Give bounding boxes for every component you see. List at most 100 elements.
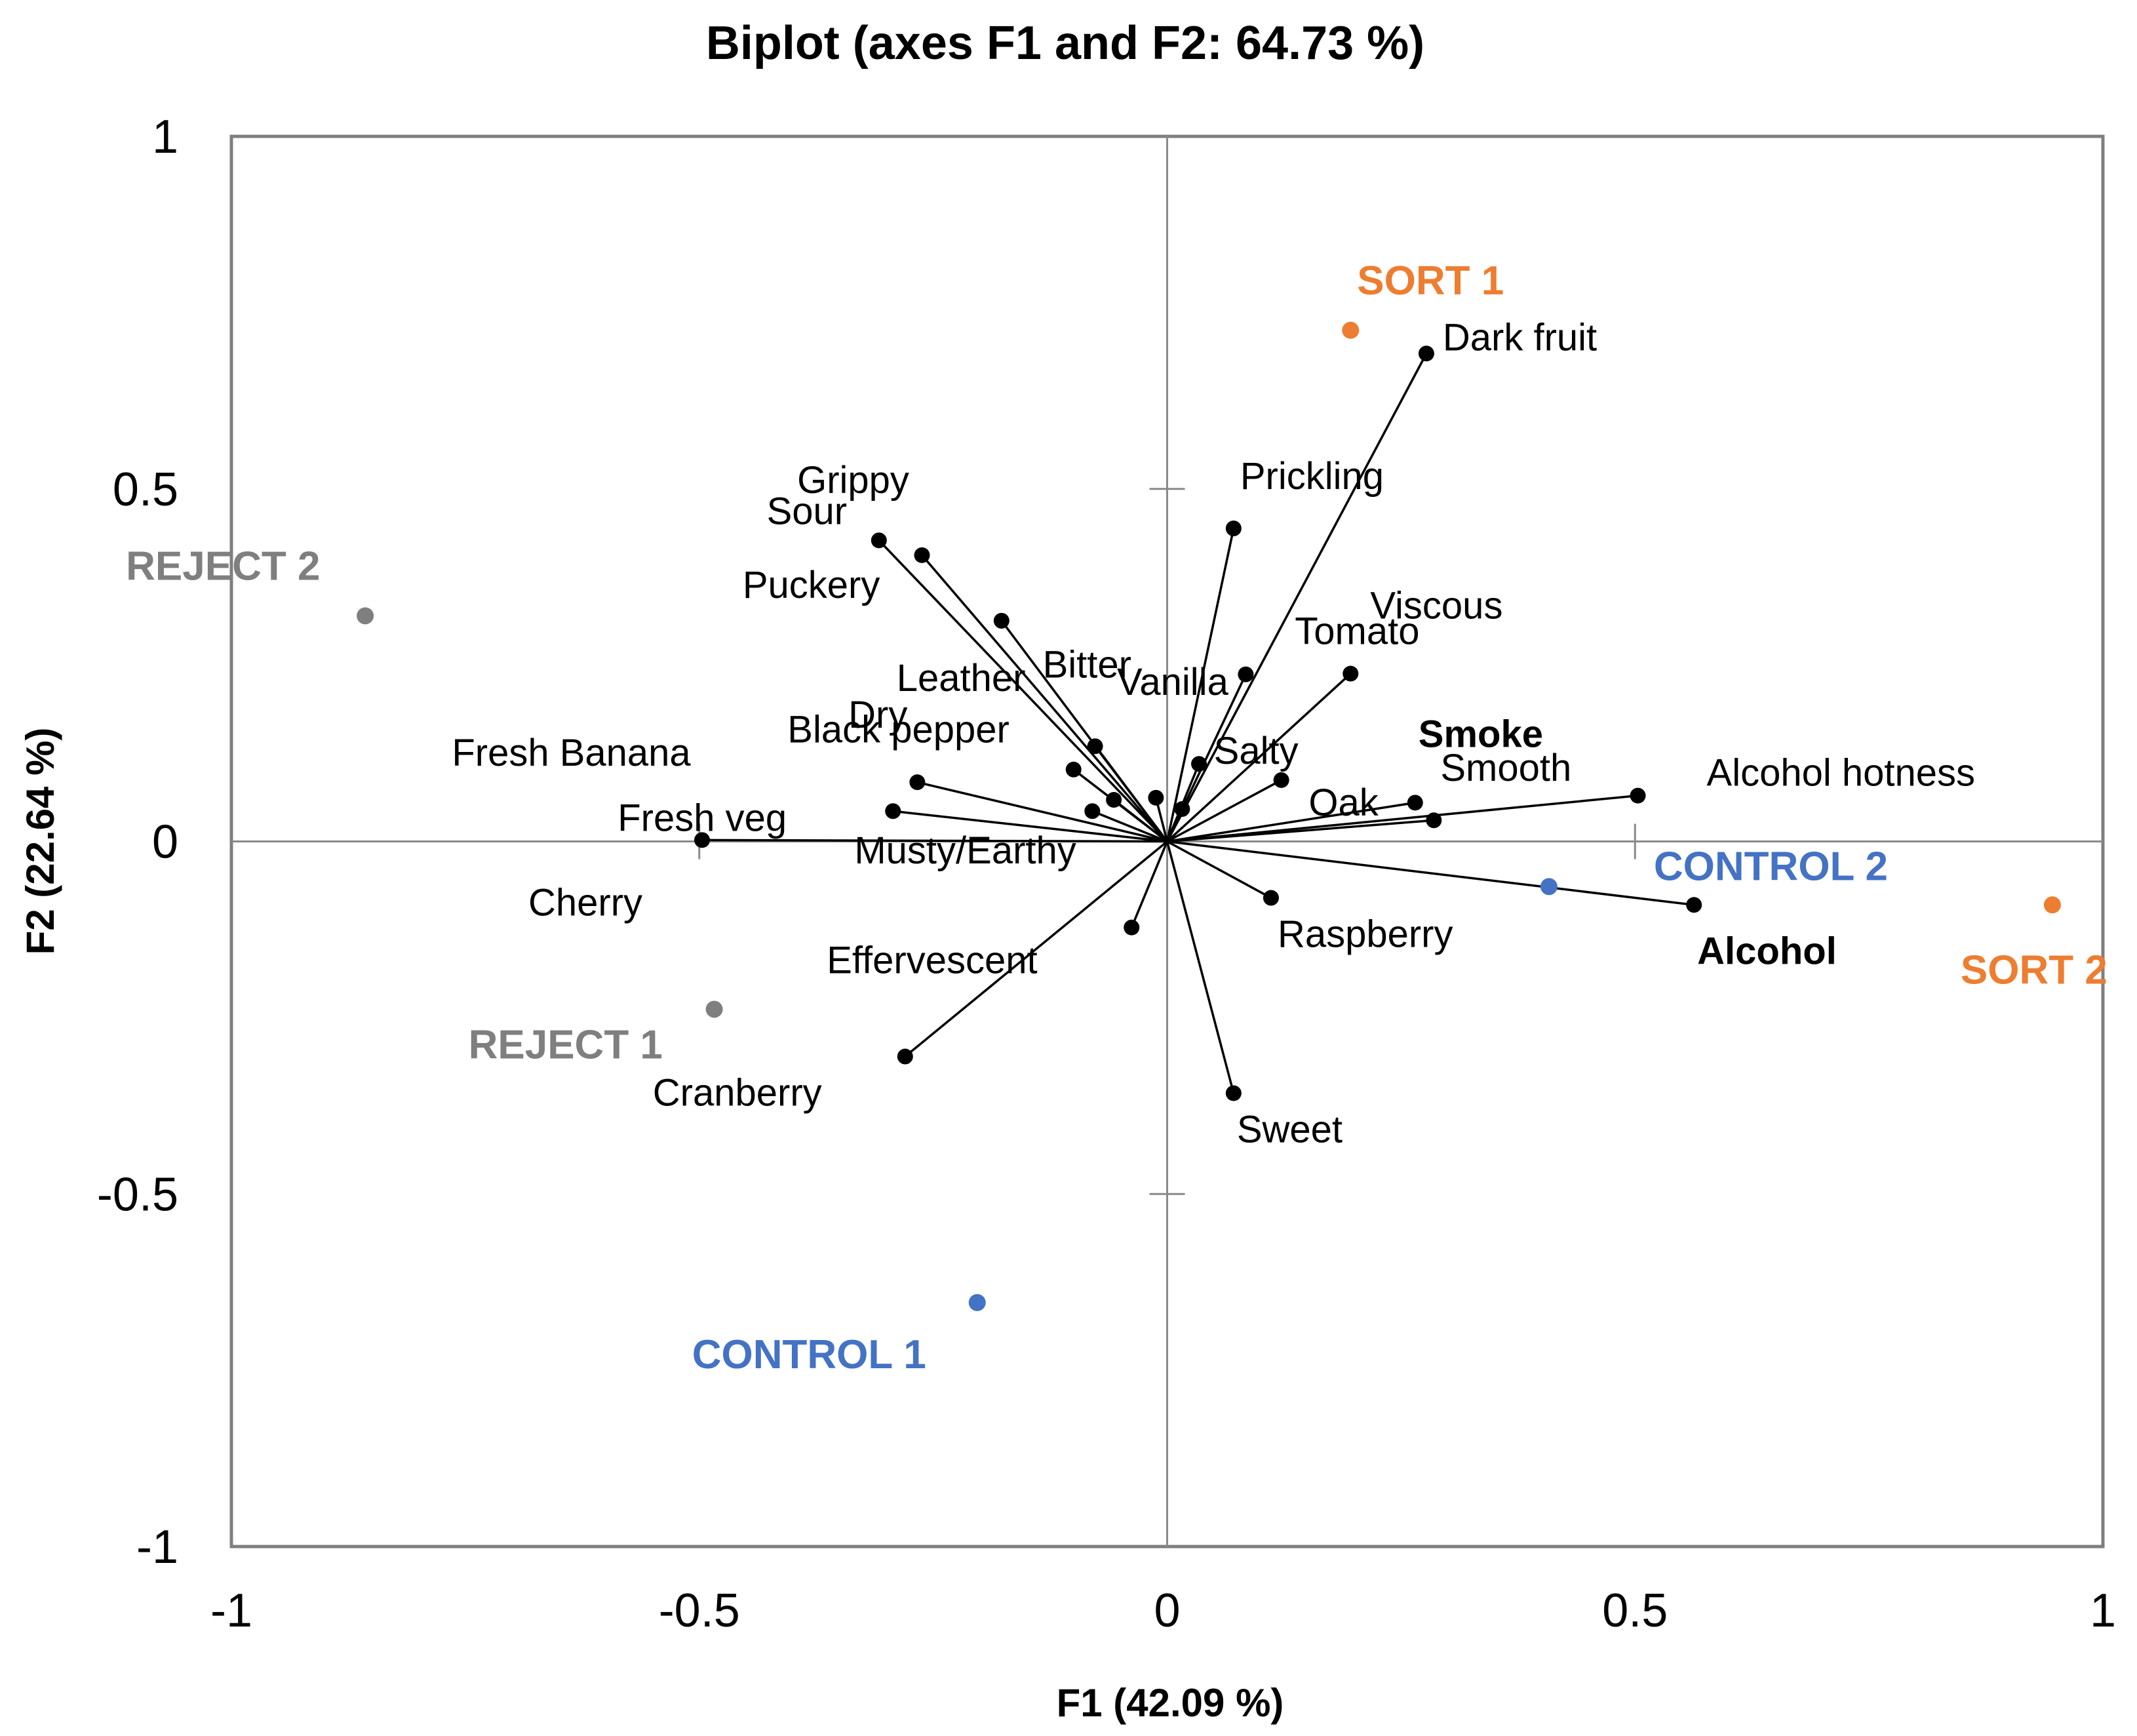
- y-axis-ticks: -1 -0.5 0 0.5 1: [97, 111, 1185, 1573]
- chart-title: Biplot (axes F1 and F2: 64.73 %): [706, 17, 1424, 69]
- variable-vector: [1166, 528, 1235, 842]
- y-tick-label: 0: [152, 816, 178, 869]
- variable-point: [1263, 890, 1279, 906]
- variable-label: Raspberry: [1278, 913, 1453, 956]
- variable-point: [1191, 756, 1207, 772]
- variable-vector: [916, 781, 1167, 843]
- observation-point: [357, 607, 374, 625]
- variable-vector: [1166, 840, 1272, 899]
- variable-label: Dry: [848, 694, 907, 736]
- y-tick-label: 0.5: [113, 464, 178, 516]
- observation-label: SORT 2: [1961, 947, 2108, 993]
- variable-vector: [904, 840, 1168, 1057]
- variable-point: [1084, 803, 1101, 819]
- variable-label: Leather: [897, 657, 1026, 700]
- variable-vector: [1166, 673, 1352, 842]
- observation-label: CONTROL 2: [1654, 844, 1888, 889]
- variable-vector: [1166, 841, 1235, 1094]
- variable-point: [1106, 792, 1122, 808]
- variable-point: [1343, 665, 1359, 682]
- y-tick-label: 1: [152, 111, 178, 163]
- variable-point: [897, 1048, 913, 1065]
- variable-point: [909, 774, 926, 791]
- variable-label: Dark fruit: [1443, 316, 1597, 359]
- variable-point: [885, 803, 901, 819]
- variable-label: Sour: [767, 490, 848, 532]
- variable-point: [1225, 1085, 1242, 1101]
- variable-vector: [1167, 801, 1416, 843]
- observation-point: [2043, 896, 2061, 914]
- y-tick-label: -1: [136, 1521, 178, 1573]
- variable-label: Prickling: [1240, 455, 1384, 498]
- variable-label: Cherry: [528, 881, 642, 924]
- observation-point: [705, 1000, 723, 1018]
- variable-label: Vanilla: [1117, 661, 1229, 703]
- variable-label: Black pepper: [787, 708, 1010, 751]
- variable-label: Fresh Banana: [452, 732, 691, 774]
- variable-label: Effervescent: [827, 939, 1037, 982]
- variable-vector: [1167, 840, 1695, 907]
- variable-point: [1273, 772, 1289, 788]
- observation-label: REJECT 1: [469, 1022, 663, 1067]
- variable-label: Sweet: [1237, 1108, 1343, 1151]
- observation-points: [357, 321, 2061, 1311]
- variable-point: [1238, 666, 1254, 682]
- variable-point: [1426, 812, 1442, 829]
- variable-label: Tomato: [1295, 610, 1419, 653]
- variable-point: [1124, 919, 1140, 936]
- variable-point: [993, 612, 1010, 629]
- variable-point: [1418, 345, 1434, 362]
- variable-point: [1407, 795, 1423, 811]
- variable-vector: [1091, 810, 1168, 843]
- variable-point: [871, 532, 887, 549]
- variable-vector: [893, 810, 1167, 843]
- variable-point: [1225, 520, 1242, 536]
- variable-point: [1148, 789, 1164, 806]
- variable-point: [1065, 761, 1082, 778]
- x-axis-ticks: -1 -0.5 0 0.5 1: [210, 823, 2116, 1637]
- observation-labels: SORT 1 SORT 2 REJECT 2 REJECT 1 CONTROL 2 CON…: [126, 258, 2108, 1377]
- variable-point: [1087, 738, 1103, 755]
- variable-point: [914, 547, 930, 563]
- variable-label: Oak: [1308, 781, 1379, 824]
- variable-label: Alcohol hotness: [1707, 752, 1975, 795]
- variable-vector: [1166, 353, 1428, 842]
- variable-point: [694, 832, 711, 848]
- variable-label: Fresh veg: [618, 797, 787, 839]
- variable-label: Salty: [1214, 730, 1299, 772]
- variable-label: Cranberry: [653, 1072, 822, 1115]
- observation-point: [968, 1293, 986, 1311]
- x-tick-label: 0.5: [1602, 1585, 1668, 1637]
- variable-point: [1174, 801, 1190, 818]
- variable-label: Smoke: [1419, 713, 1543, 755]
- variable-points: [694, 345, 1702, 1101]
- x-axis-title: F1 (42.09 %): [1057, 1681, 1284, 1725]
- observation-point: [1540, 878, 1558, 896]
- variable-vector: [1130, 840, 1169, 928]
- x-tick-label: 0: [1154, 1585, 1180, 1637]
- variable-point: [1686, 897, 1702, 913]
- x-tick-label: -0.5: [659, 1585, 740, 1637]
- variable-vectors: [702, 353, 1695, 1094]
- observation-label: CONTROL 1: [692, 1332, 926, 1377]
- variable-label: Alcohol: [1697, 930, 1837, 972]
- variable-vector: [1113, 799, 1168, 842]
- variable-point: [1630, 787, 1646, 804]
- y-axis-title: F2 (22.64 %): [18, 728, 62, 955]
- variable-vector: [1094, 745, 1168, 842]
- variable-vector: [702, 838, 1167, 843]
- x-tick-label: -1: [210, 1585, 252, 1637]
- variable-vector: [1166, 779, 1282, 843]
- x-tick-label: 1: [2090, 1585, 2116, 1637]
- observation-label: REJECT 2: [126, 543, 320, 589]
- variable-vector: [1167, 794, 1638, 843]
- variable-label: Smooth: [1440, 747, 1571, 789]
- y-tick-label: -0.5: [97, 1168, 178, 1221]
- variable-label: Musty/Earthy: [854, 829, 1076, 872]
- observation-point: [1342, 321, 1360, 339]
- variable-label: Grippy: [797, 459, 909, 502]
- observation-label: SORT 1: [1357, 258, 1504, 304]
